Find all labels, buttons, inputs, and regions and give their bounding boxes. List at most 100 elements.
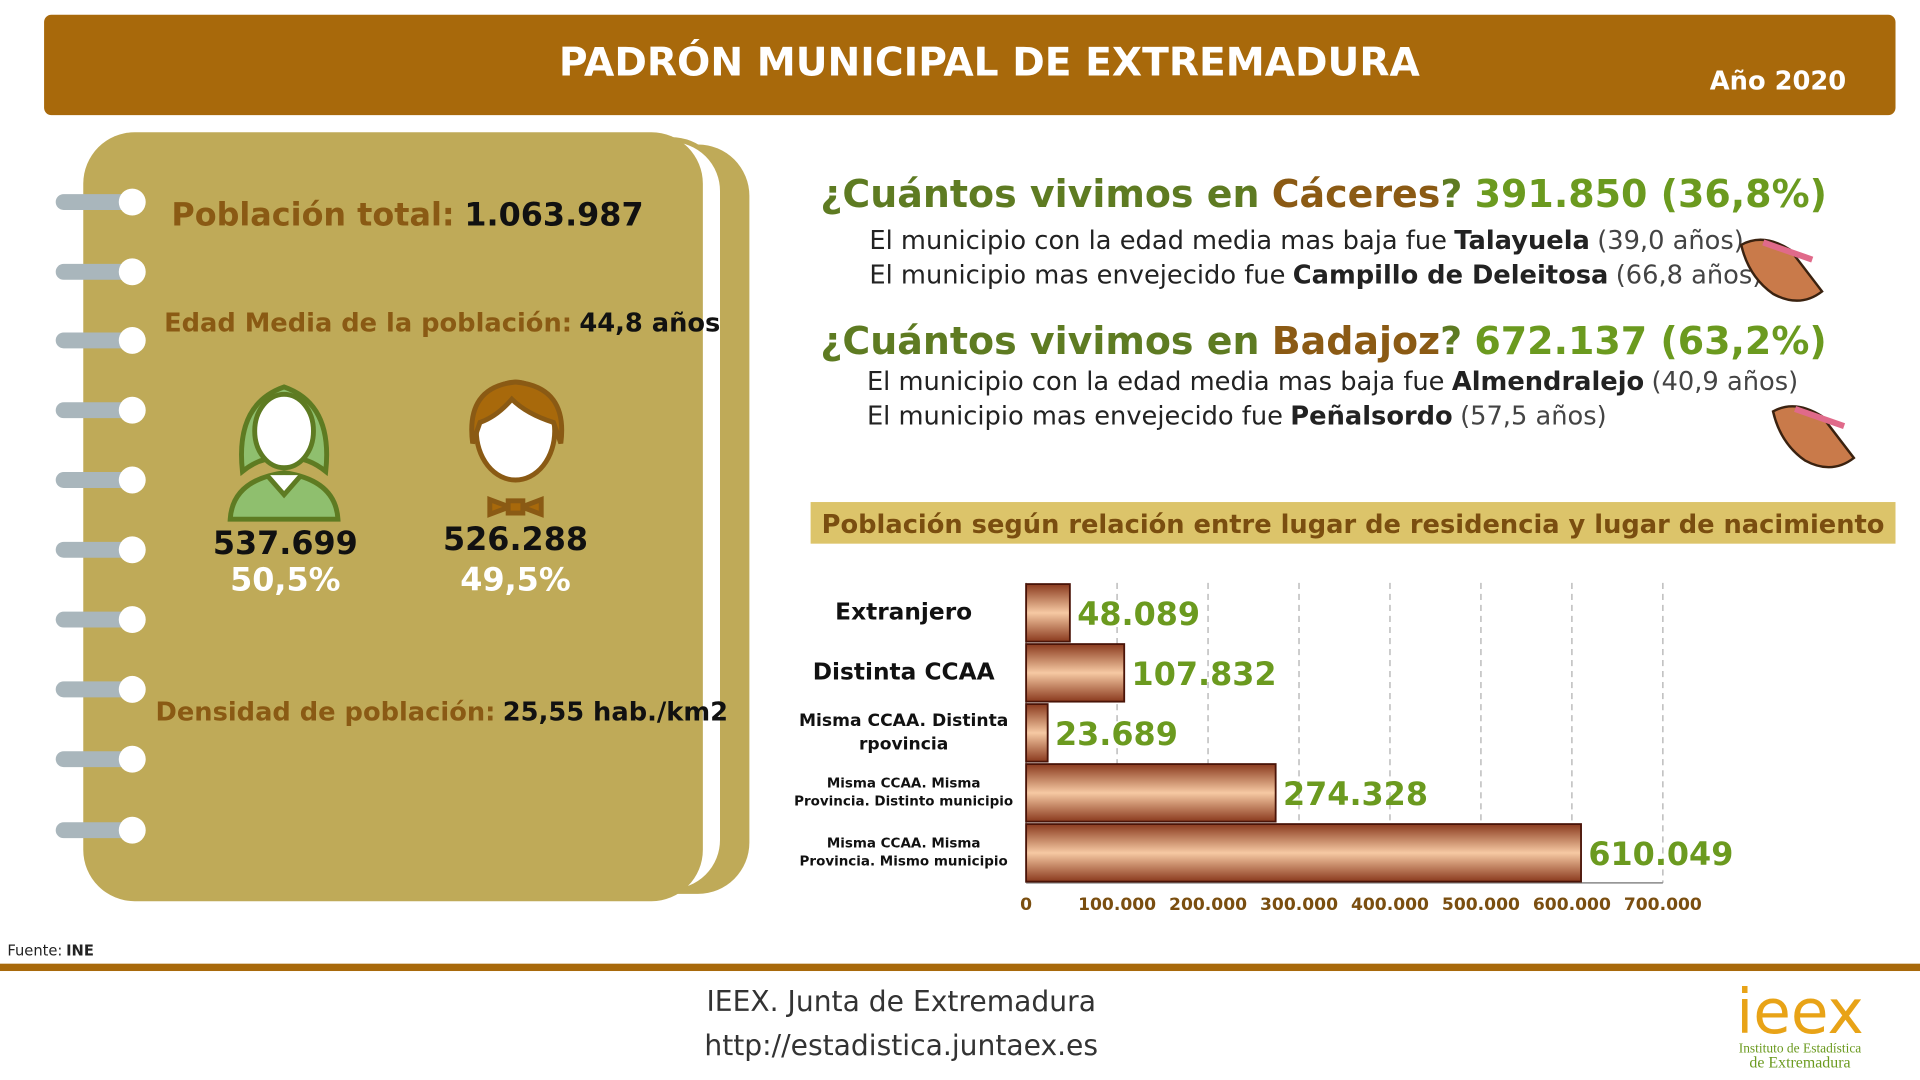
x-tick-label: 600.000 — [1533, 895, 1611, 915]
municipality-line: El municipio mas envejecido fue Campillo … — [869, 260, 1762, 290]
footer-line: http://estadistica.juntaex.es — [704, 1029, 1098, 1062]
ring-hole — [118, 745, 146, 773]
men-count: 526.288 — [443, 520, 588, 558]
x-tick-label: 300.000 — [1260, 895, 1338, 915]
province-question: ¿Cuántos vivimos en Cáceres? 391.850 (36,8… — [820, 171, 1827, 215]
logo-text: de Extremadura — [1749, 1055, 1850, 1072]
y-tick-label: Extranjero — [835, 598, 973, 626]
ring-hole — [118, 396, 146, 424]
man-icon — [469, 379, 565, 518]
municipality-detail: (40,9 años) — [1652, 367, 1799, 397]
province-figure: 391.850 (36,8%) — [1475, 171, 1827, 215]
municipality-line: El municipio con la edad media mas baja … — [869, 226, 1743, 256]
total-value: 1.063.987 — [464, 196, 643, 234]
category-label: Misma CCAA. Distinta rpovincia — [798, 711, 1009, 754]
header-bar — [44, 14, 1896, 116]
x-tick-label: 700.000 — [1624, 895, 1702, 915]
footer-rule — [0, 963, 1920, 972]
y-tick-label: Distinta CCAA — [812, 658, 995, 686]
total: Población total: 1.063.987 — [171, 196, 643, 234]
municipality-detail: (57,5 años) — [1460, 401, 1607, 431]
age: Edad Media de la población: 44,8 años — [164, 308, 720, 338]
age-label: Edad Media de la población: — [164, 308, 572, 338]
municipality-line: El municipio mas envejecido fue Peñalsord… — [867, 401, 1607, 431]
y-tick-label: Misma CCAA. Distinta rpovincia — [798, 711, 1009, 754]
province-name: Cáceres — [1272, 171, 1441, 215]
province-name: Badajoz — [1272, 318, 1440, 362]
y-tick-label: Misma CCAA. Misma Provincia. Mismo munic… — [799, 835, 1008, 869]
logo-mark: ieex — [1736, 977, 1864, 1048]
spiral — [55, 188, 146, 844]
ring-hole — [118, 536, 146, 564]
hand-icon — [1739, 238, 1824, 302]
total-label: Población total: — [171, 196, 454, 234]
municipality-detail: (39,0 años) — [1597, 226, 1744, 256]
ring-hole — [118, 188, 146, 216]
bar-chart: 0 100.000 200.000 300.000 400.000 500.000 600.… — [794, 582, 1733, 915]
y-tick-label: Misma CCAA. Misma Provincia. Distinto mu… — [794, 775, 1014, 809]
data-label: 274.328 — [1283, 775, 1428, 813]
data-label: 48.089 — [1077, 595, 1200, 633]
woman-icon — [227, 384, 341, 522]
ring-hole — [118, 326, 146, 354]
ring-hole — [118, 258, 146, 286]
province-figure: 672.137 (63,2%) — [1474, 318, 1826, 362]
line-text: El municipio con la edad media mas baja … — [867, 367, 1445, 397]
municipality: Peñalsordo — [1290, 401, 1452, 431]
question: ¿Cuántos vivimos en — [820, 171, 1259, 215]
age-value: 44,8 años — [579, 308, 720, 338]
question-mark: ? — [1440, 171, 1462, 215]
municipality: Campillo de Deleitosa — [1293, 260, 1609, 290]
notebook — [83, 132, 750, 902]
category-label: Distinta CCAA — [812, 658, 995, 686]
x-tick-label: 200.000 — [1169, 895, 1247, 915]
bar — [1025, 643, 1126, 703]
density-value: 25,55 hab./km2 — [503, 697, 728, 727]
line-text: El municipio mas envejecido fue — [867, 401, 1283, 431]
bar — [1025, 823, 1582, 883]
chart-title-bar — [810, 502, 1896, 544]
category-label: Misma CCAA. Misma Provincia. Distinto mu… — [794, 775, 1014, 809]
footer-line: IEEX. Junta de Extremadura — [706, 985, 1095, 1018]
x-tick-label: 400.000 — [1351, 895, 1429, 915]
data-label: 107.832 — [1132, 655, 1277, 693]
provinces: ¿Cuántos vivimos en Cáceres? 391.850 (36,8… — [820, 171, 1827, 430]
bar — [1025, 763, 1277, 823]
municipality: Talayuela — [1454, 226, 1590, 256]
source-value: INE — [66, 942, 94, 959]
x-tick-label: 500.000 — [1442, 895, 1520, 915]
question: ¿Cuántos vivimos en — [820, 318, 1259, 362]
source-label: Fuente: — [7, 942, 62, 959]
men-share: 49,5% — [460, 561, 570, 599]
municipality: Almendralejo — [1452, 367, 1644, 397]
source: Fuente: INE — [7, 942, 94, 959]
x-tick-label: 100.000 — [1078, 895, 1156, 915]
density-label: Densidad de población: — [156, 697, 496, 727]
ring-hole — [118, 816, 146, 844]
category-label: Extranjero — [835, 598, 973, 626]
question-mark: ? — [1440, 318, 1462, 362]
women-share: 50,5% — [230, 561, 340, 599]
hand-icon — [1771, 405, 1856, 469]
ring-hole — [118, 466, 146, 494]
ring-hole — [118, 675, 146, 703]
municipality-line: El municipio con la edad media mas baja … — [867, 367, 1798, 397]
logo-text: Instituto de Estadística — [1739, 1040, 1862, 1055]
province-question: ¿Cuántos vivimos en Badajoz? 672.137 (63,2… — [820, 318, 1826, 362]
line-text: El municipio con la edad media mas baja … — [869, 226, 1447, 256]
density: Densidad de población: 25,55 hab./km2 — [156, 697, 729, 727]
data-label: 610.049 — [1588, 835, 1733, 873]
line-text: El municipio mas envejecido fue — [869, 260, 1285, 290]
year: Año 2020 — [1710, 67, 1846, 97]
category-label: Misma CCAA. Misma Provincia. Mismo munic… — [799, 835, 1008, 869]
chart-title: Población según relación entre lugar de … — [822, 510, 1885, 540]
ring-hole — [118, 606, 146, 634]
data-label: 23.689 — [1055, 715, 1178, 753]
x-tick-label: 0 — [1020, 895, 1032, 915]
bar — [1025, 583, 1071, 643]
women-count: 537.699 — [213, 524, 358, 562]
bar — [1025, 703, 1049, 763]
municipality-detail: (66,8 años) — [1616, 260, 1763, 290]
